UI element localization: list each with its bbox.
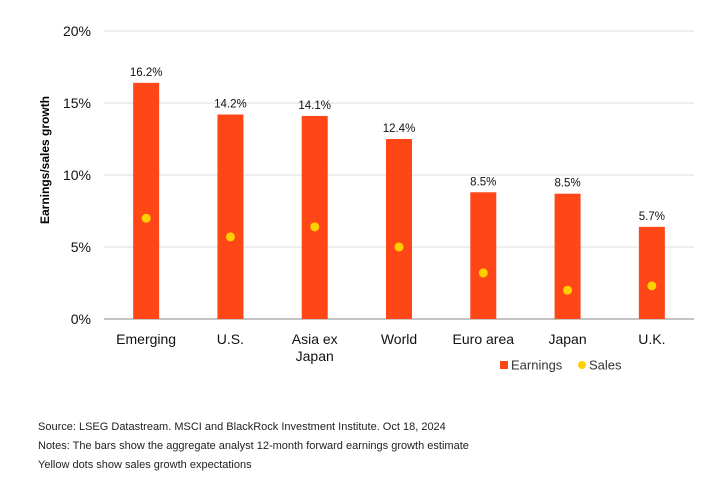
x-tick-label: U.S.: [217, 331, 244, 347]
earnings-bar: [470, 192, 497, 319]
x-tick-label: Japan: [296, 348, 334, 364]
sales-dot: [141, 213, 151, 223]
x-tick-label: Japan: [548, 331, 586, 347]
x-tick-label: Euro area: [453, 331, 515, 347]
earnings-bar: [217, 114, 244, 320]
bar-value-label: 14.2%: [214, 99, 247, 111]
bar-value-label: 8.5%: [470, 176, 496, 188]
legend-sales-swatch: [578, 361, 586, 369]
x-tick-label: Emerging: [116, 331, 176, 347]
bar-value-label: 5.7%: [639, 211, 665, 223]
sales-dot: [310, 222, 320, 232]
earnings-bar: [133, 82, 160, 319]
y-tick-label: 20%: [63, 23, 91, 39]
y-tick-label: 15%: [63, 95, 91, 111]
x-tick-label: Asia ex: [292, 331, 338, 347]
bar-value-label: 8.5%: [554, 178, 580, 190]
earnings-bar: [638, 226, 665, 319]
earnings-bar: [554, 193, 581, 319]
legend-sales-label: Sales: [589, 358, 622, 373]
source-note: Source: LSEG Datastream. MSCI and BlackR…: [38, 421, 446, 433]
y-tick-label: 5%: [71, 239, 91, 255]
y-tick-label: 0%: [71, 311, 91, 327]
x-tick-label: World: [381, 331, 417, 347]
x-tick-label: U.K.: [638, 331, 665, 347]
earnings-bar: [301, 115, 328, 320]
dots-note: Yellow dots show sales growth expectatio…: [38, 459, 252, 471]
legend-earnings-label: Earnings: [511, 358, 563, 373]
bar-value-label: 16.2%: [130, 67, 163, 79]
bar-value-label: 14.1%: [298, 100, 331, 112]
sales-dot: [563, 285, 573, 295]
earnings-bar: [386, 139, 412, 319]
sales-dot: [478, 268, 488, 278]
sales-dot: [225, 232, 235, 242]
sales-dot: [647, 281, 657, 291]
y-tick-label: 10%: [63, 167, 91, 183]
bars-note: Notes: The bars show the aggregate analy…: [38, 440, 469, 452]
y-axis-label: Earnings/sales growth: [38, 96, 52, 224]
chart-notes: Source: LSEG Datastream. MSCI and BlackR…: [38, 418, 469, 475]
legend-earnings-swatch: [500, 361, 508, 369]
bar-value-label: 12.4%: [383, 123, 416, 135]
sales-dot: [394, 242, 404, 252]
